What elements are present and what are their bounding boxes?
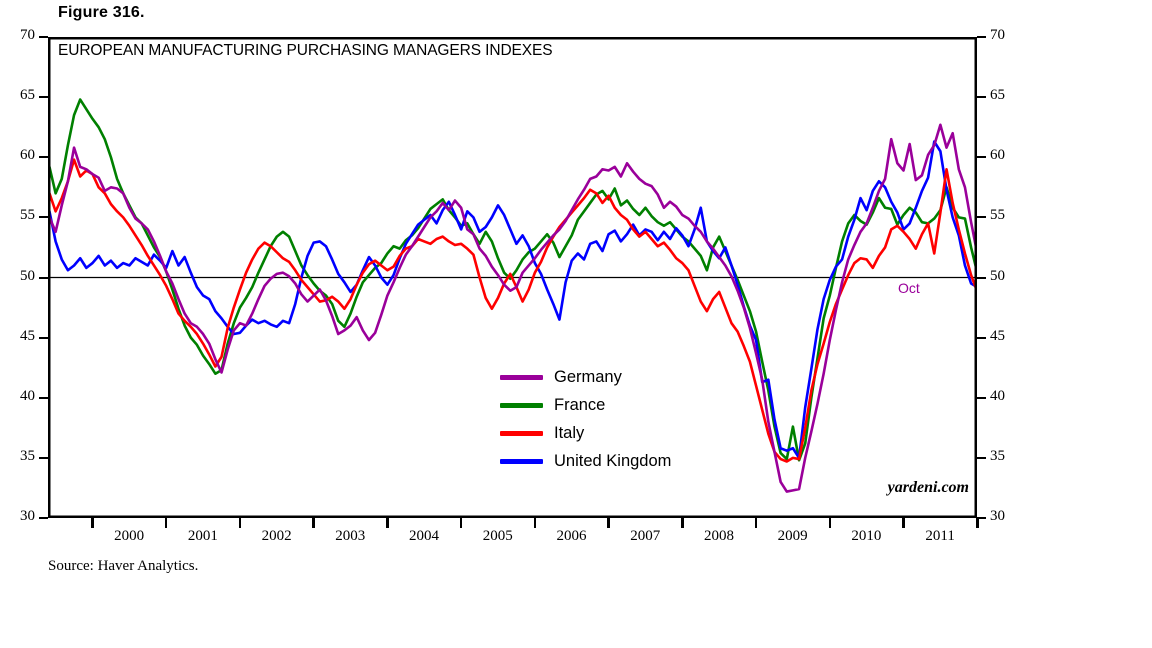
y-axis-label-right-30: 30: [990, 508, 1005, 524]
y-axis-label-right-65: 65: [990, 87, 1005, 104]
legend-item-france: France: [500, 391, 671, 419]
y-tick-left-70: [39, 36, 48, 38]
last-point-annotation: Oct: [898, 280, 920, 296]
y-tick-right-30: [977, 517, 986, 519]
y-axis-label-right-40: 40: [990, 387, 1005, 404]
legend-item-united-kingdom: United Kingdom: [500, 447, 671, 475]
x-tick-2008: [681, 518, 684, 528]
x-axis-label-2007: 2007: [630, 528, 661, 544]
y-axis-label-left-65: 65: [20, 87, 35, 104]
legend-swatch-france: [500, 402, 543, 408]
legend-swatch-united-kingdom: [500, 458, 543, 464]
x-axis-label-2005: 2005: [482, 528, 513, 544]
y-axis-label-right-55: 55: [990, 207, 1005, 224]
chart-plot-area: EUROPEAN MANUFACTURING PURCHASING MANAGE…: [48, 37, 977, 518]
y-axis-label-left-70: 70: [20, 27, 35, 43]
y-axis-label-left-35: 35: [20, 447, 35, 464]
x-axis-label-2011: 2011: [925, 528, 955, 544]
chart-canvas: [48, 37, 977, 518]
y-tick-right-50: [977, 276, 986, 279]
y-tick-left-60: [39, 156, 48, 159]
y-tick-right-60: [977, 156, 986, 159]
y-axis-label-right-50: 50: [990, 267, 1005, 284]
y-tick-left-40: [39, 396, 48, 399]
x-tick-2009: [754, 518, 758, 528]
figure-number-label: Figure 316.: [58, 4, 145, 21]
y-axis-label-right-35: 35: [990, 447, 1005, 464]
y-axis-label-left-45: 45: [20, 327, 35, 344]
data-series-group: [48, 98, 977, 493]
y-axis-label-left-55: 55: [20, 207, 35, 224]
x-axis-label-2004: 2004: [409, 528, 440, 544]
x-axis-label-2003: 2003: [335, 528, 366, 544]
chart-title: EUROPEAN MANUFACTURING PURCHASING MANAGE…: [58, 42, 553, 59]
y-tick-left-35: [39, 456, 48, 459]
x-tick-2010: [828, 518, 832, 528]
x-tick-2006: [533, 518, 537, 528]
legend-label-france: France: [554, 395, 606, 414]
y-axis-label-left-50: 50: [20, 267, 35, 284]
x-tick-2004: [386, 518, 389, 528]
legend-swatch-italy: [500, 430, 543, 436]
legend-label-united-kingdom: United Kingdom: [554, 451, 672, 470]
x-tick-2002: [238, 518, 242, 528]
x-tick-2012: [976, 518, 979, 528]
y-axis-label-right-70: 70: [990, 27, 1005, 43]
x-tick-2000: [91, 518, 94, 528]
x-tick-2007: [607, 518, 610, 528]
y-axis-label-right-60: 60: [990, 147, 1005, 164]
x-axis-label-2002: 2002: [261, 528, 292, 544]
y-tick-left-65: [39, 96, 48, 99]
legend-label-italy: Italy: [554, 423, 585, 442]
y-tick-right-40: [977, 396, 986, 399]
legend-item-germany: Germany: [500, 363, 671, 391]
y-axis-label-left-60: 60: [20, 147, 35, 164]
y-tick-right-55: [977, 216, 986, 219]
x-tick-2011: [902, 518, 905, 528]
x-axis-label-2001: 2001: [187, 528, 218, 544]
y-tick-right-45: [977, 336, 986, 339]
x-tick-2001: [164, 518, 168, 528]
watermark-yardeni: yardeni.com: [887, 479, 969, 496]
y-tick-left-50: [39, 276, 48, 279]
x-axis-label-2008: 2008: [703, 528, 734, 544]
y-tick-right-35: [977, 456, 986, 459]
y-axis-label-left-40: 40: [20, 387, 35, 404]
x-tick-2005: [459, 518, 463, 528]
y-tick-left-30: [39, 517, 48, 519]
x-axis-label-2006: 2006: [556, 528, 587, 544]
x-axis-label-2000: 2000: [114, 528, 145, 544]
y-axis-label-right-45: 45: [990, 327, 1005, 344]
series-line-italy: [48, 158, 977, 463]
y-axis-label-left-30: 30: [20, 508, 35, 524]
x-tick-2003: [312, 518, 315, 528]
chart-legend: Germany France Italy United Kingdom: [500, 363, 671, 475]
x-axis-label-2009: 2009: [777, 528, 808, 544]
series-line-united-kingdom: [48, 140, 977, 460]
series-line-france: [48, 98, 977, 462]
legend-swatch-germany: [500, 374, 543, 380]
x-axis-label-2010: 2010: [851, 528, 882, 544]
y-tick-right-65: [977, 96, 986, 99]
legend-label-germany: Germany: [554, 367, 622, 386]
source-note: Source: Haver Analytics.: [48, 558, 199, 574]
series-line-germany: [48, 123, 977, 493]
legend-item-italy: Italy: [500, 419, 671, 447]
y-tick-left-45: [39, 336, 48, 339]
y-tick-left-55: [39, 216, 48, 219]
y-tick-right-70: [977, 36, 986, 38]
